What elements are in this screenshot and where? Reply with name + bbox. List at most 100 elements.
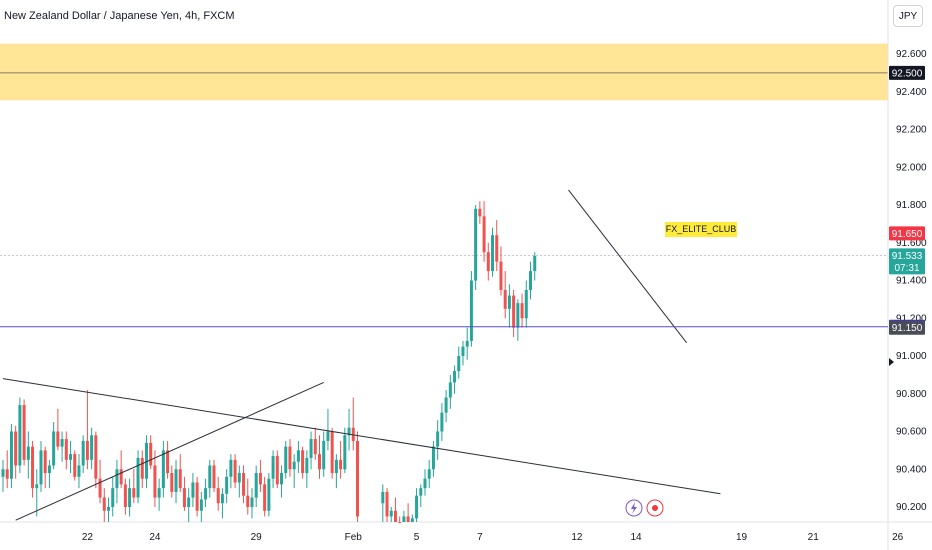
candle-body[interactable] bbox=[5, 469, 9, 479]
candle-body[interactable] bbox=[301, 450, 305, 474]
candle-body[interactable] bbox=[157, 488, 161, 498]
candle-body[interactable] bbox=[60, 439, 64, 447]
currency-selector[interactable]: JPY bbox=[893, 5, 923, 27]
candle-body[interactable] bbox=[296, 450, 300, 462]
candle-body[interactable] bbox=[288, 446, 292, 470]
lightning-icon[interactable] bbox=[625, 499, 643, 517]
candle-body[interactable] bbox=[491, 235, 495, 272]
candle-body[interactable] bbox=[512, 295, 516, 328]
candle-body[interactable] bbox=[64, 439, 68, 460]
candle-body[interactable] bbox=[170, 473, 174, 492]
candle-body[interactable] bbox=[229, 459, 233, 477]
candle-body[interactable] bbox=[419, 488, 423, 496]
candle-body[interactable] bbox=[9, 431, 13, 479]
candle-body[interactable] bbox=[503, 289, 507, 309]
candle-body[interactable] bbox=[237, 473, 241, 483]
candle-body[interactable] bbox=[313, 439, 317, 455]
candle-body[interactable] bbox=[204, 488, 208, 500]
trendline[interactable] bbox=[568, 189, 688, 344]
candle-body[interactable] bbox=[136, 457, 140, 498]
candle-body[interactable] bbox=[507, 295, 511, 309]
candle-body[interactable] bbox=[275, 456, 279, 485]
candle-body[interactable] bbox=[225, 476, 229, 494]
candle-body[interactable] bbox=[440, 412, 444, 432]
candle-body[interactable] bbox=[436, 431, 440, 447]
candle-body[interactable] bbox=[318, 454, 321, 470]
supply-zone[interactable] bbox=[0, 43, 888, 101]
candle-body[interactable] bbox=[347, 427, 351, 436]
candle-body[interactable] bbox=[246, 495, 250, 507]
candle-body[interactable] bbox=[47, 465, 51, 474]
candle-body[interactable] bbox=[343, 435, 347, 470]
candle-body[interactable] bbox=[474, 208, 478, 281]
candle-body[interactable] bbox=[250, 497, 254, 507]
candle-body[interactable] bbox=[85, 440, 89, 460]
candle-body[interactable] bbox=[461, 346, 465, 356]
candle-body[interactable] bbox=[339, 459, 343, 470]
candle-body[interactable] bbox=[77, 465, 81, 477]
record-icon[interactable] bbox=[646, 499, 664, 517]
candle-body[interactable] bbox=[334, 459, 338, 474]
candle-body[interactable] bbox=[271, 456, 275, 479]
trendline[interactable] bbox=[2, 378, 721, 495]
candle-body[interactable] bbox=[469, 280, 473, 341]
candle-body[interactable] bbox=[242, 473, 246, 496]
trendline[interactable] bbox=[15, 381, 324, 521]
candle-body[interactable] bbox=[182, 488, 186, 507]
candle-body[interactable] bbox=[98, 478, 102, 498]
candle-body[interactable] bbox=[423, 478, 427, 489]
candle-body[interactable] bbox=[431, 446, 435, 470]
candle-body[interactable] bbox=[81, 440, 85, 466]
candle-body[interactable] bbox=[499, 261, 503, 290]
left-arrow-icon[interactable] bbox=[889, 358, 894, 366]
candle-body[interactable] bbox=[166, 450, 170, 474]
candle-body[interactable] bbox=[39, 450, 43, 485]
candle-body[interactable] bbox=[1, 469, 5, 477]
candle-body[interactable] bbox=[149, 442, 153, 466]
candle-body[interactable] bbox=[284, 446, 288, 474]
candle-body[interactable] bbox=[153, 465, 157, 498]
candle-body[interactable] bbox=[90, 435, 94, 460]
candle-body[interactable] bbox=[94, 435, 98, 479]
candle-body[interactable] bbox=[128, 488, 132, 507]
candle-body[interactable] bbox=[389, 510, 393, 517]
candle-body[interactable] bbox=[107, 507, 110, 511]
candle-body[interactable] bbox=[351, 427, 355, 441]
candle-body[interactable] bbox=[161, 450, 165, 489]
candle-body[interactable] bbox=[220, 493, 224, 504]
candle-body[interactable] bbox=[465, 340, 469, 347]
candle-body[interactable] bbox=[56, 431, 60, 447]
candle-body[interactable] bbox=[73, 454, 77, 477]
candle-body[interactable] bbox=[35, 484, 39, 489]
candle-body[interactable] bbox=[330, 431, 334, 474]
candle-body[interactable] bbox=[381, 491, 385, 504]
candle-body[interactable] bbox=[258, 473, 262, 485]
candle-body[interactable] bbox=[524, 289, 528, 319]
candle-body[interactable] bbox=[305, 457, 309, 474]
candle-body[interactable] bbox=[178, 469, 182, 489]
candle-body[interactable] bbox=[216, 488, 220, 504]
candle-body[interactable] bbox=[267, 478, 271, 511]
candle-body[interactable] bbox=[495, 235, 499, 262]
candle-body[interactable] bbox=[31, 446, 35, 489]
candle-body[interactable] bbox=[132, 488, 136, 498]
candle-body[interactable] bbox=[123, 484, 127, 507]
candle-body[interactable] bbox=[309, 439, 313, 458]
candle-body[interactable] bbox=[529, 271, 532, 290]
candle-body[interactable] bbox=[69, 454, 73, 460]
candle-body[interactable] bbox=[111, 488, 115, 507]
candle-body[interactable] bbox=[393, 510, 397, 522]
candle-body[interactable] bbox=[516, 303, 520, 328]
candle-body[interactable] bbox=[292, 461, 296, 470]
candle-body[interactable] bbox=[254, 473, 258, 498]
candle-body[interactable] bbox=[208, 465, 212, 489]
candle-body[interactable] bbox=[486, 252, 490, 272]
candle-body[interactable] bbox=[102, 497, 106, 511]
candle-body[interactable] bbox=[406, 516, 410, 522]
candle-body[interactable] bbox=[448, 382, 452, 398]
candle-body[interactable] bbox=[14, 431, 18, 466]
candle-body[interactable] bbox=[326, 431, 330, 441]
candle-body[interactable] bbox=[398, 522, 402, 524]
